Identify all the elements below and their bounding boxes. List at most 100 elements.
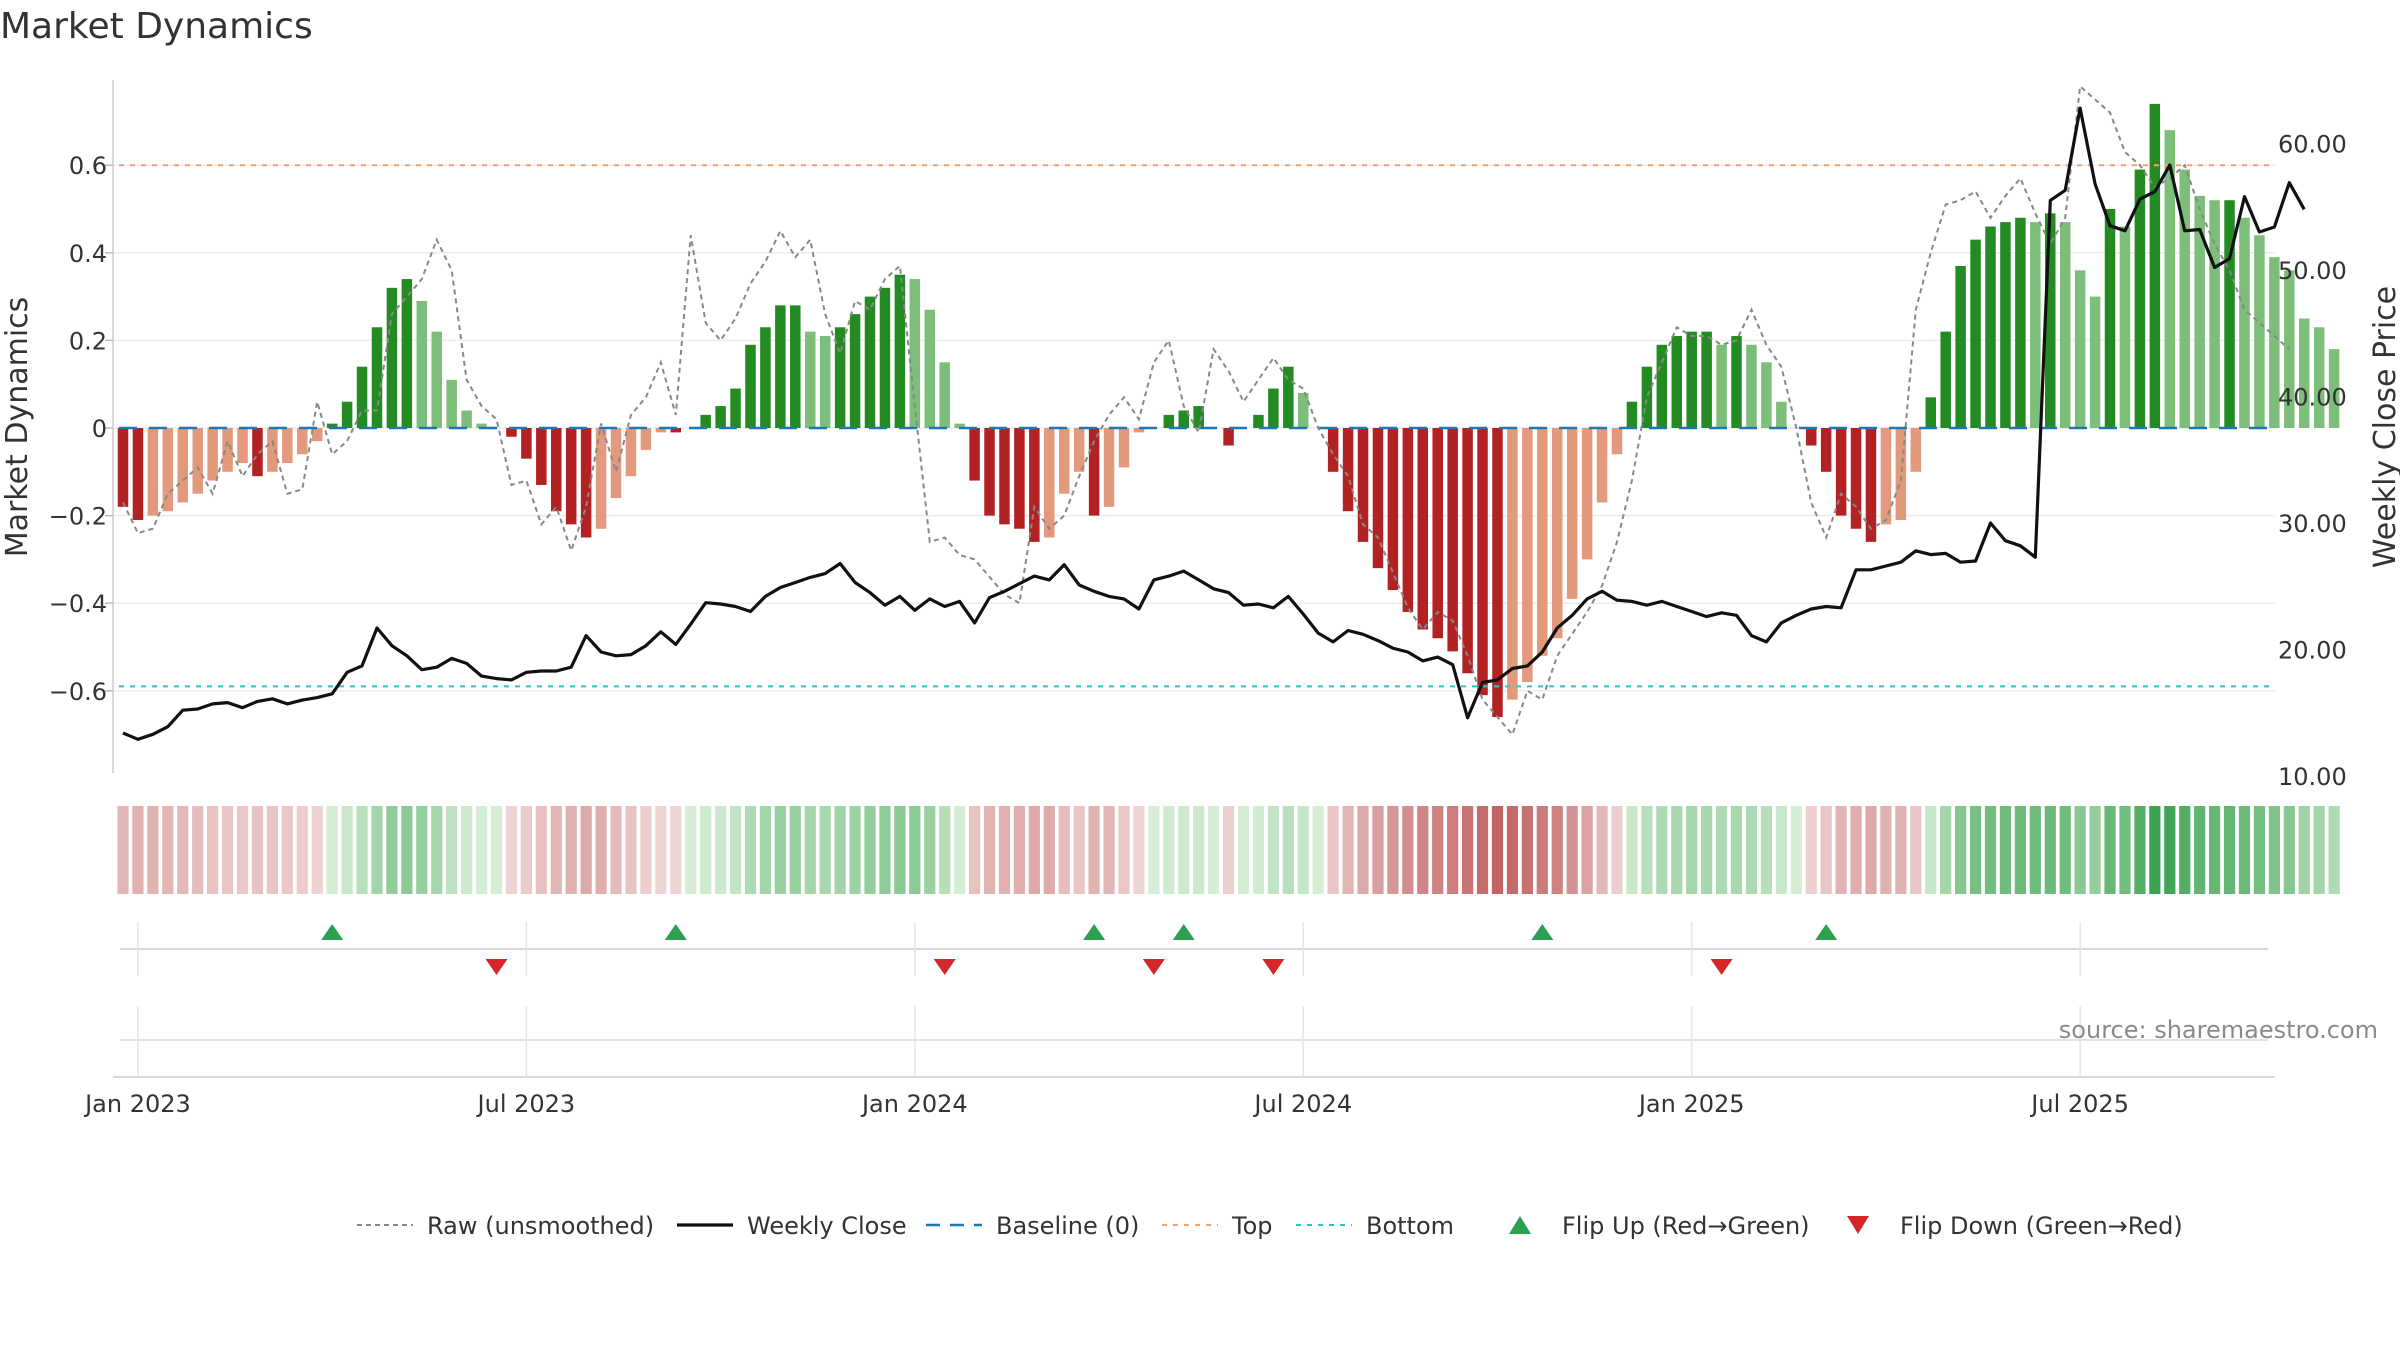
heat-cell	[2194, 806, 2206, 894]
flip-down-marker	[1262, 959, 1285, 975]
heat-cell	[2044, 806, 2056, 894]
dynamics-bar	[1970, 239, 1981, 428]
flip-down-marker	[1142, 959, 1165, 975]
dynamics-bar	[1462, 428, 1473, 674]
heat-cell	[341, 806, 353, 894]
heat-cell	[1088, 806, 1100, 894]
heat-cell	[1462, 806, 1474, 894]
heat-cell	[2134, 806, 2146, 894]
heat-cell	[1252, 806, 1265, 894]
dynamics-bar	[790, 305, 801, 428]
flip-up-marker	[1815, 924, 1838, 940]
heat-cell	[475, 806, 488, 894]
dynamics-bar	[2045, 213, 2056, 428]
heat-cell	[431, 806, 443, 894]
dynamics-bar	[745, 344, 756, 428]
dynamics-bar	[341, 401, 353, 428]
dynamics-bar	[939, 362, 950, 428]
flip-up-marker	[1531, 924, 1554, 940]
dynamics-bar	[730, 388, 741, 428]
heat-cell	[2238, 806, 2251, 894]
legend-label: Top	[1231, 1212, 1273, 1240]
chart-title: Market Dynamics	[0, 6, 313, 47]
heat-cell	[192, 806, 204, 894]
heat-cell	[879, 806, 891, 894]
lines-layer	[119, 84, 2306, 741]
dynamics-bar	[132, 428, 144, 520]
dynamics-bar	[1955, 265, 1966, 428]
dynamics-bar	[311, 428, 323, 442]
dynamics-bar	[1835, 428, 1847, 516]
heat-cell	[1043, 806, 1055, 894]
weekly-close-line	[122, 106, 2306, 741]
dynamics-bars	[117, 103, 2340, 718]
heat-cell	[490, 806, 503, 894]
dynamics-bar	[1178, 410, 1189, 428]
dynamics-bar	[1327, 428, 1339, 472]
flip-up-marker	[1083, 924, 1106, 940]
heat-cell	[1730, 806, 1743, 894]
dynamics-bar	[536, 428, 547, 485]
heat-cell	[998, 806, 1011, 894]
raw-unsmoothed-line	[122, 84, 2290, 737]
flip-up-marker	[321, 924, 344, 940]
dynamics-bar	[1940, 331, 1951, 428]
dynamics-bar	[282, 428, 293, 464]
dynamics-bar	[2209, 200, 2220, 428]
dynamics-bar	[2194, 195, 2205, 428]
flip-up-marker	[1172, 924, 1195, 940]
heat-cell	[535, 806, 547, 894]
y-tick-label-right: 40.00	[2278, 384, 2347, 412]
heat-cell	[1417, 806, 1429, 894]
dynamics-bar	[401, 279, 413, 428]
heat-cell	[1820, 806, 1832, 894]
dynamics-bar	[924, 309, 936, 428]
dynamics-bar	[2089, 296, 2101, 428]
dynamics-bar	[521, 428, 532, 459]
heat-cell	[1910, 806, 1922, 894]
legend-label: Baseline (0)	[996, 1212, 1139, 1240]
dynamics-bar	[162, 428, 174, 512]
dynamics-bar	[506, 428, 517, 437]
dynamics-bar	[2119, 226, 2131, 428]
dynamics-bar	[1910, 428, 1922, 472]
heat-cell	[744, 806, 757, 894]
dynamics-bar	[565, 428, 577, 525]
heat-cell	[685, 806, 697, 894]
y-tick-label-left: 0.6	[69, 152, 107, 180]
dynamics-bar	[834, 327, 846, 428]
heat-cell	[1013, 806, 1025, 894]
heat-cell	[520, 806, 532, 894]
dynamics-bar	[1820, 428, 1832, 472]
dynamics-bar	[1865, 428, 1877, 542]
heat-cell	[1760, 806, 1772, 894]
dynamics-bar	[1985, 226, 1996, 428]
dynamics-bar	[804, 331, 816, 428]
dynamics-bar	[969, 428, 980, 481]
dynamics-bar	[1566, 428, 1578, 599]
dynamics-bar	[1641, 366, 1653, 428]
dynamics-bar	[1895, 428, 1907, 520]
heat-cell	[2268, 806, 2280, 894]
heat-cell	[1267, 806, 1279, 894]
heat-cell	[281, 806, 293, 894]
heat-cell	[1178, 806, 1190, 894]
dynamics-bar	[1581, 428, 1593, 560]
legend-label: Weekly Close	[747, 1212, 907, 1240]
heat-cell	[1671, 806, 1683, 894]
dynamics-bar	[1372, 428, 1384, 569]
dynamics-bar	[1805, 428, 1817, 446]
dynamics-bar	[1686, 331, 1697, 428]
dynamics-bar	[894, 274, 906, 428]
y-tick-label-right: 10.00	[2278, 763, 2347, 791]
dynamics-bar	[879, 287, 891, 428]
dynamics-bar	[1133, 428, 1145, 433]
dynamics-bar	[1537, 428, 1548, 656]
heat-cell	[236, 806, 249, 894]
dynamics-bar	[1298, 392, 1309, 428]
dynamics-bar	[819, 336, 831, 428]
heat-cell	[251, 806, 264, 894]
y-tick-label-left: −0.2	[49, 503, 107, 531]
heat-cell	[117, 806, 129, 894]
heat-cell	[1402, 806, 1414, 894]
